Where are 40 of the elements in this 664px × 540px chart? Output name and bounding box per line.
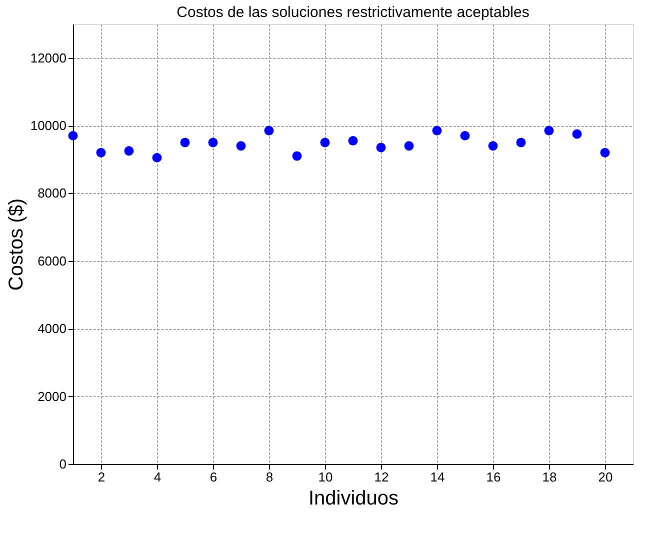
point xyxy=(544,126,554,136)
chart-title: Costos de las soluciones restrictivamente aceptables xyxy=(176,4,530,21)
x-tick-label: 4 xyxy=(154,470,162,484)
x-axis-title: Individuos xyxy=(308,488,399,510)
x-tick-label: 16 xyxy=(486,470,501,484)
y-tick-label: 6000 xyxy=(38,253,66,268)
y-tick-label: 2000 xyxy=(38,388,66,404)
y-tick-label: 0 xyxy=(59,456,66,472)
point xyxy=(376,142,386,152)
point xyxy=(180,138,190,148)
point xyxy=(572,129,582,139)
y-tick-label: 12000 xyxy=(30,50,66,66)
point xyxy=(600,148,610,158)
y-axis-title: Costos ($) xyxy=(5,198,28,291)
point xyxy=(292,151,302,161)
x-tick-label: 18 xyxy=(542,470,557,484)
point xyxy=(208,138,218,148)
point xyxy=(488,141,498,151)
x-tick-label: 12 xyxy=(374,470,389,484)
point xyxy=(348,136,358,146)
x-tick-label: 2 xyxy=(98,470,106,484)
point xyxy=(96,148,106,158)
point xyxy=(460,130,470,140)
point xyxy=(516,138,526,148)
point xyxy=(68,130,78,140)
x-tick-label: 6 xyxy=(210,470,218,484)
x-tick-label: 10 xyxy=(318,470,333,484)
x-tick-label: 14 xyxy=(430,470,445,484)
point xyxy=(320,138,330,148)
x-tick-label: 20 xyxy=(598,470,613,484)
point xyxy=(152,152,162,162)
y-tick-label: 4000 xyxy=(38,321,66,336)
x-tick-label: 8 xyxy=(266,470,274,484)
point xyxy=(404,141,414,151)
point xyxy=(236,141,246,151)
y-tick-label: 8000 xyxy=(38,186,66,201)
point xyxy=(264,126,274,136)
point xyxy=(432,126,442,136)
y-tick-label: 10000 xyxy=(30,118,66,134)
point xyxy=(124,146,134,156)
